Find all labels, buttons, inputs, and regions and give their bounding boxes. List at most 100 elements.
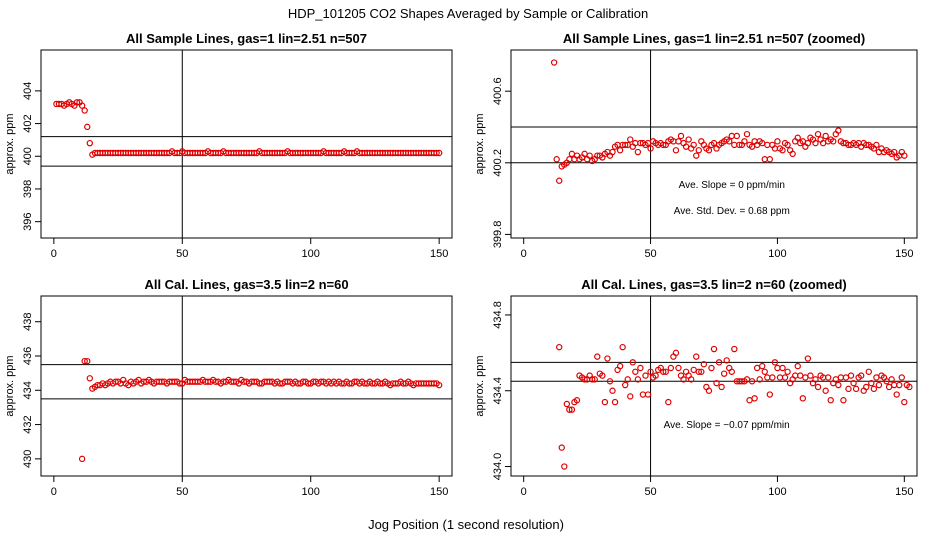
data-point: [563, 400, 571, 408]
data-point: [896, 381, 903, 389]
data-point: [756, 376, 763, 383]
data-point: [662, 368, 669, 375]
data-point: [779, 364, 786, 372]
y-tick-label: 434.0: [492, 453, 504, 481]
data-point: [814, 130, 822, 138]
data-point: [776, 374, 784, 381]
data-point: [863, 383, 870, 391]
data-point: [558, 444, 565, 451]
data-point: [812, 139, 819, 147]
x-tick-label: 0: [521, 248, 527, 260]
data-point: [743, 130, 751, 138]
data-point: [677, 132, 685, 140]
data-point: [581, 376, 588, 383]
data-point: [604, 355, 611, 362]
x-tick-label: 150: [895, 486, 913, 498]
x-tick-label: 150: [430, 248, 448, 260]
data-point: [81, 357, 88, 365]
data-point: [680, 376, 687, 383]
data-point: [797, 372, 804, 379]
y-tick-label: 438: [22, 313, 34, 331]
data-point: [647, 145, 654, 152]
data-point: [568, 406, 576, 413]
x-tick-label: 50: [644, 248, 656, 260]
y-tick-label: 399.8: [492, 221, 504, 249]
data-point: [687, 376, 695, 383]
chart-annotation: Ave. Slope = −0.07 ppm/min: [664, 420, 790, 431]
data-point: [660, 368, 667, 375]
data-point: [733, 132, 741, 140]
data-point: [906, 383, 913, 391]
x-tick-label: 100: [768, 248, 786, 260]
data-point: [176, 380, 183, 387]
data-point: [761, 156, 768, 163]
data-point: [873, 141, 880, 149]
chart-panel-4: All Cal. Lines, gas=3.5 lin=2 n=60 (zoom…: [474, 277, 918, 498]
data-point: [804, 139, 812, 147]
data-point: [599, 372, 606, 379]
data-point: [728, 368, 735, 375]
data-point: [84, 357, 91, 365]
chart-annotation: Ave. Std. Dev. = 0.68 ppm: [674, 206, 790, 217]
data-point: [890, 381, 898, 389]
chart-title: All Cal. Lines, gas=3.5 lin=2 n=60 (zoom…: [581, 277, 847, 292]
data-point: [720, 370, 728, 377]
data-point: [556, 177, 563, 184]
data-point: [741, 138, 748, 145]
data-point: [660, 141, 667, 149]
y-tick-label: 430: [22, 450, 34, 468]
data-point: [616, 147, 624, 154]
data-point: [695, 147, 702, 154]
figure-xlabel: Jog Position (1 second resolution): [368, 517, 564, 532]
data-point: [898, 374, 905, 381]
data-point: [566, 406, 573, 413]
data-point: [847, 372, 855, 379]
data-point: [827, 397, 834, 404]
x-tick-label: 100: [302, 248, 320, 260]
data-point: [601, 398, 609, 406]
data-point: [700, 361, 708, 368]
data-point: [870, 385, 878, 393]
data-point: [667, 364, 675, 372]
x-tick-label: 50: [644, 486, 656, 498]
chart-annotation: Ave. Slope = 0 ppm/min: [679, 180, 785, 191]
data-point: [868, 379, 875, 387]
chart-title: All Cal. Lines, gas=3.5 lin=2 n=60: [144, 277, 348, 292]
data-point: [553, 156, 560, 163]
y-axis-label: approx. ppm: [474, 355, 486, 416]
data-point: [779, 147, 786, 154]
data-point: [804, 355, 812, 362]
data-point: [672, 349, 680, 357]
data-point: [568, 150, 576, 158]
data-point: [802, 374, 809, 381]
x-tick-label: 100: [302, 486, 320, 498]
data-point: [637, 364, 644, 372]
data-point: [766, 156, 774, 163]
chart-title: All Sample Lines, gas=1 lin=2.51 n=507: [126, 31, 367, 46]
data-point: [710, 345, 718, 353]
data-point: [837, 374, 845, 381]
y-tick-label: 396: [22, 212, 34, 230]
data-point: [621, 381, 629, 389]
data-point: [561, 463, 568, 470]
data-point: [698, 368, 705, 375]
data-point: [822, 387, 829, 394]
data-point: [753, 364, 761, 372]
data-point: [84, 123, 91, 131]
data-point: [652, 372, 659, 379]
data-point: [761, 368, 768, 375]
data-point: [807, 372, 814, 379]
x-tick-label: 100: [768, 486, 786, 498]
data-point: [705, 387, 713, 394]
data-point: [621, 141, 629, 149]
data-point: [875, 381, 883, 389]
data-point: [901, 152, 908, 159]
data-point: [746, 397, 753, 404]
chart-panel-2: All Sample Lines, gas=1 lin=2.51 n=507 (…: [474, 31, 918, 260]
x-tick-label: 0: [521, 486, 527, 498]
y-axis-label: approx. ppm: [4, 113, 16, 174]
data-point: [718, 383, 725, 391]
data-point: [731, 345, 738, 353]
data-point: [78, 102, 86, 109]
data-point: [824, 374, 832, 381]
